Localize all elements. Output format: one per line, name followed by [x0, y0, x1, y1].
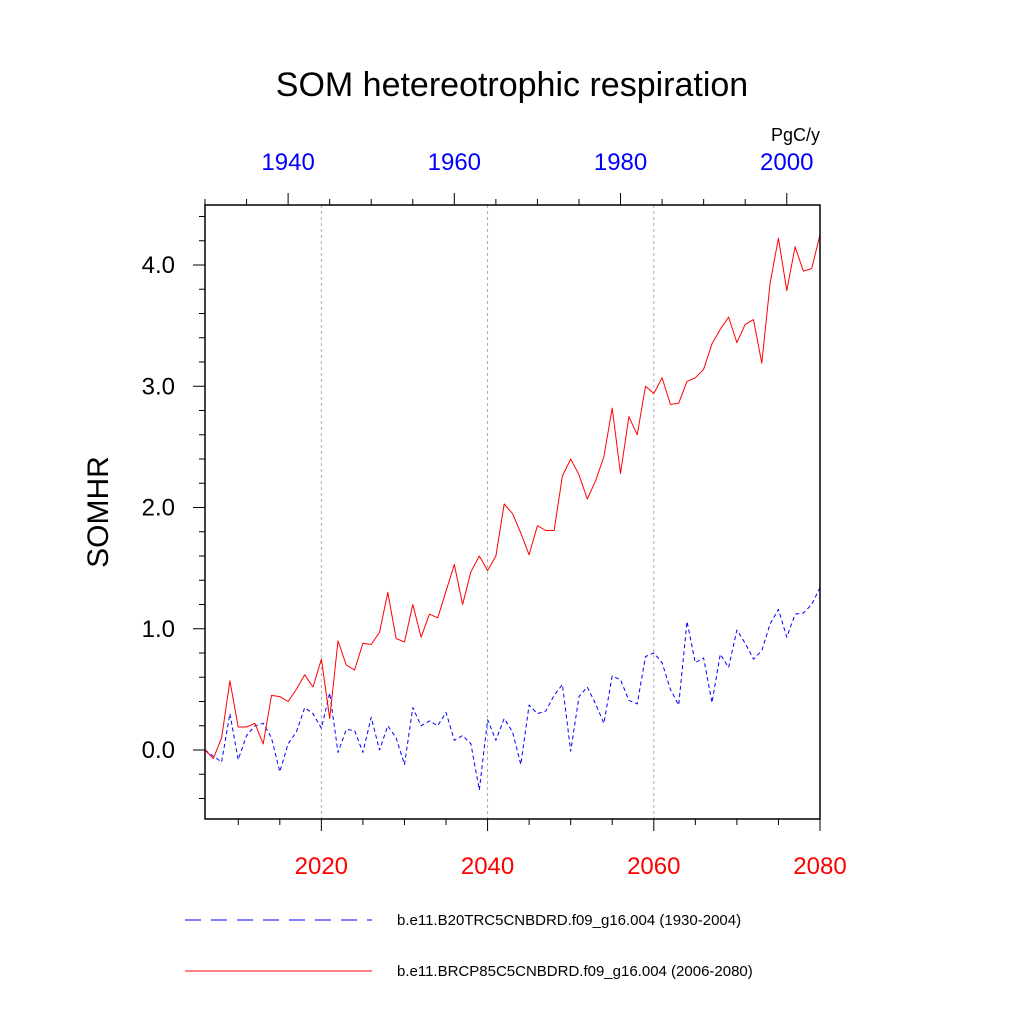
y-tick-label: 3.0: [142, 373, 175, 400]
series-group: [204, 234, 821, 791]
chart-title: SOM hetereotrophic respiration: [276, 66, 748, 104]
x-top-tick-label: 1960: [428, 149, 481, 176]
x-top-tick-label: 1940: [261, 149, 314, 176]
x-bottom-tick-label: 2020: [295, 853, 348, 880]
y-tick-label: 4.0: [142, 252, 175, 279]
y-axis-label: SOMHR: [82, 456, 115, 568]
y-tick-label: 1.0: [142, 616, 175, 643]
x-top-tick-label: 1980: [594, 149, 647, 176]
tick-labels: 0.0 1.0 2.0 3.0 4.0 2020 2040 2060 2080 1940 1960 1…: [142, 149, 847, 880]
x-bottom-tick-label: 2060: [627, 853, 680, 880]
y-tick-label: 0.0: [142, 737, 175, 764]
y-tick-label: 2.0: [142, 495, 175, 522]
units-label: PgC/y: [771, 125, 820, 145]
gridlines: [320, 205, 655, 819]
legend-label-rcp85: b.e11.BRCP85C5CNBDRD.f09_g16.004 (2006-2…: [397, 963, 753, 980]
legend-label-historical: b.e11.B20TRC5CNBDRD.f09_g16.004 (1930-20…: [397, 912, 741, 929]
plot-frame: [204, 204, 821, 820]
x-bottom-tick-label: 2080: [793, 853, 846, 880]
legend: b.e11.B20TRC5CNBDRD.f09_g16.004 (1930-20…: [185, 912, 753, 980]
x-top-tick-label: 2000: [760, 149, 813, 176]
x-bottom-tick-label: 2040: [461, 853, 514, 880]
series-line-historical: [204, 587, 821, 791]
series-line-rcp85: [204, 234, 821, 759]
ticks: [193, 193, 821, 831]
